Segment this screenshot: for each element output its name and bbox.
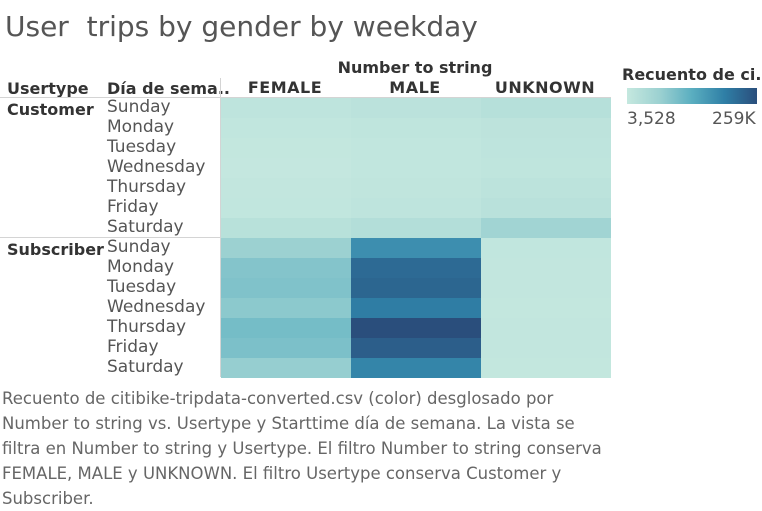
heatmap-cell[interactable] bbox=[221, 118, 351, 138]
weekday-label-saturday[interactable]: Saturday bbox=[107, 217, 184, 237]
heatmap-cell[interactable] bbox=[481, 338, 611, 358]
usertype-label-customer[interactable]: Customer bbox=[7, 100, 94, 119]
heatmap-cell[interactable] bbox=[481, 358, 611, 378]
heatmap-cell[interactable] bbox=[351, 238, 481, 258]
weekday-label-friday[interactable]: Friday bbox=[107, 337, 159, 357]
heatmap-cell[interactable] bbox=[351, 258, 481, 278]
weekday-label-friday[interactable]: Friday bbox=[107, 197, 159, 217]
heatmap-cell[interactable] bbox=[351, 338, 481, 358]
heatmap-cell[interactable] bbox=[221, 358, 351, 378]
weekday-label-thursday[interactable]: Thursday bbox=[107, 177, 187, 197]
heatmap-cell[interactable] bbox=[481, 98, 611, 118]
weekday-label-sunday[interactable]: Sunday bbox=[107, 97, 171, 117]
heatmap-cell[interactable] bbox=[221, 98, 351, 118]
heatmap-cell[interactable] bbox=[481, 318, 611, 338]
heatmap-cell[interactable] bbox=[221, 178, 351, 198]
heatmap-cell[interactable] bbox=[221, 258, 351, 278]
heatmap-cell[interactable] bbox=[481, 178, 611, 198]
weekday-label-wednesday[interactable]: Wednesday bbox=[107, 157, 206, 177]
heatmap-cell[interactable] bbox=[351, 358, 481, 378]
weekday-label-monday[interactable]: Monday bbox=[107, 117, 175, 137]
heatmap-cell[interactable] bbox=[221, 138, 351, 158]
heatmap-cell[interactable] bbox=[351, 218, 481, 238]
heatmap-cell[interactable] bbox=[481, 298, 611, 318]
weekday-label-wednesday[interactable]: Wednesday bbox=[107, 297, 206, 317]
column-header-unknown[interactable]: UNKNOWN bbox=[494, 78, 596, 97]
heatmap-cell[interactable] bbox=[351, 198, 481, 218]
usertype-label-subscriber[interactable]: Subscriber bbox=[7, 240, 104, 259]
weekday-header[interactable]: Día de sema.. bbox=[107, 79, 231, 98]
legend-min-label: 3,528 bbox=[627, 109, 676, 129]
column-header-female[interactable]: FEMALE bbox=[247, 78, 323, 97]
heatmap-cell[interactable] bbox=[481, 138, 611, 158]
header-divider bbox=[0, 97, 610, 98]
heatmap-cell[interactable] bbox=[351, 98, 481, 118]
heatmap-cell[interactable] bbox=[221, 298, 351, 318]
weekday-label-sunday[interactable]: Sunday bbox=[107, 237, 171, 257]
weekday-label-monday[interactable]: Monday bbox=[107, 257, 175, 277]
chart-caption: Recuento de citibike-tripdata-converted.… bbox=[2, 389, 602, 508]
heatmap-cell[interactable] bbox=[481, 218, 611, 238]
weekday-label-tuesday[interactable]: Tuesday bbox=[107, 277, 177, 297]
legend-color-bar bbox=[627, 88, 757, 104]
heatmap-cell[interactable] bbox=[221, 158, 351, 178]
heatmap-cell[interactable] bbox=[481, 118, 611, 138]
legend-max-label: 259K bbox=[712, 109, 756, 129]
heatmap-cell[interactable] bbox=[351, 138, 481, 158]
heatmap-cell[interactable] bbox=[481, 278, 611, 298]
heatmap-cell[interactable] bbox=[351, 318, 481, 338]
chart-title: User trips by gender by weekday bbox=[5, 10, 478, 43]
heatmap-cell[interactable] bbox=[351, 158, 481, 178]
heatmap-cell[interactable] bbox=[481, 258, 611, 278]
heatmap-cell[interactable] bbox=[481, 158, 611, 178]
usertype-header[interactable]: Usertype bbox=[7, 79, 89, 98]
weekday-label-thursday[interactable]: Thursday bbox=[107, 317, 187, 337]
heatmap-cell[interactable] bbox=[351, 278, 481, 298]
weekday-label-tuesday[interactable]: Tuesday bbox=[107, 137, 177, 157]
columns-title[interactable]: Number to string bbox=[337, 58, 493, 77]
weekday-label-saturday[interactable]: Saturday bbox=[107, 357, 184, 377]
grid-left-border bbox=[220, 78, 221, 376]
legend-title[interactable]: Recuento de ci.. bbox=[622, 65, 762, 84]
heatmap-cell[interactable] bbox=[221, 198, 351, 218]
heatmap-cell[interactable] bbox=[351, 178, 481, 198]
heatmap-cell[interactable] bbox=[221, 318, 351, 338]
heatmap-cell[interactable] bbox=[221, 238, 351, 258]
heatmap-cell[interactable] bbox=[221, 218, 351, 238]
heatmap-cell[interactable] bbox=[351, 118, 481, 138]
heatmap-cell[interactable] bbox=[481, 198, 611, 218]
heatmap-cell[interactable] bbox=[481, 238, 611, 258]
heatmap-cell[interactable] bbox=[221, 278, 351, 298]
heatmap-cell[interactable] bbox=[221, 338, 351, 358]
heatmap-cell[interactable] bbox=[351, 298, 481, 318]
column-header-male[interactable]: MALE bbox=[389, 78, 441, 97]
